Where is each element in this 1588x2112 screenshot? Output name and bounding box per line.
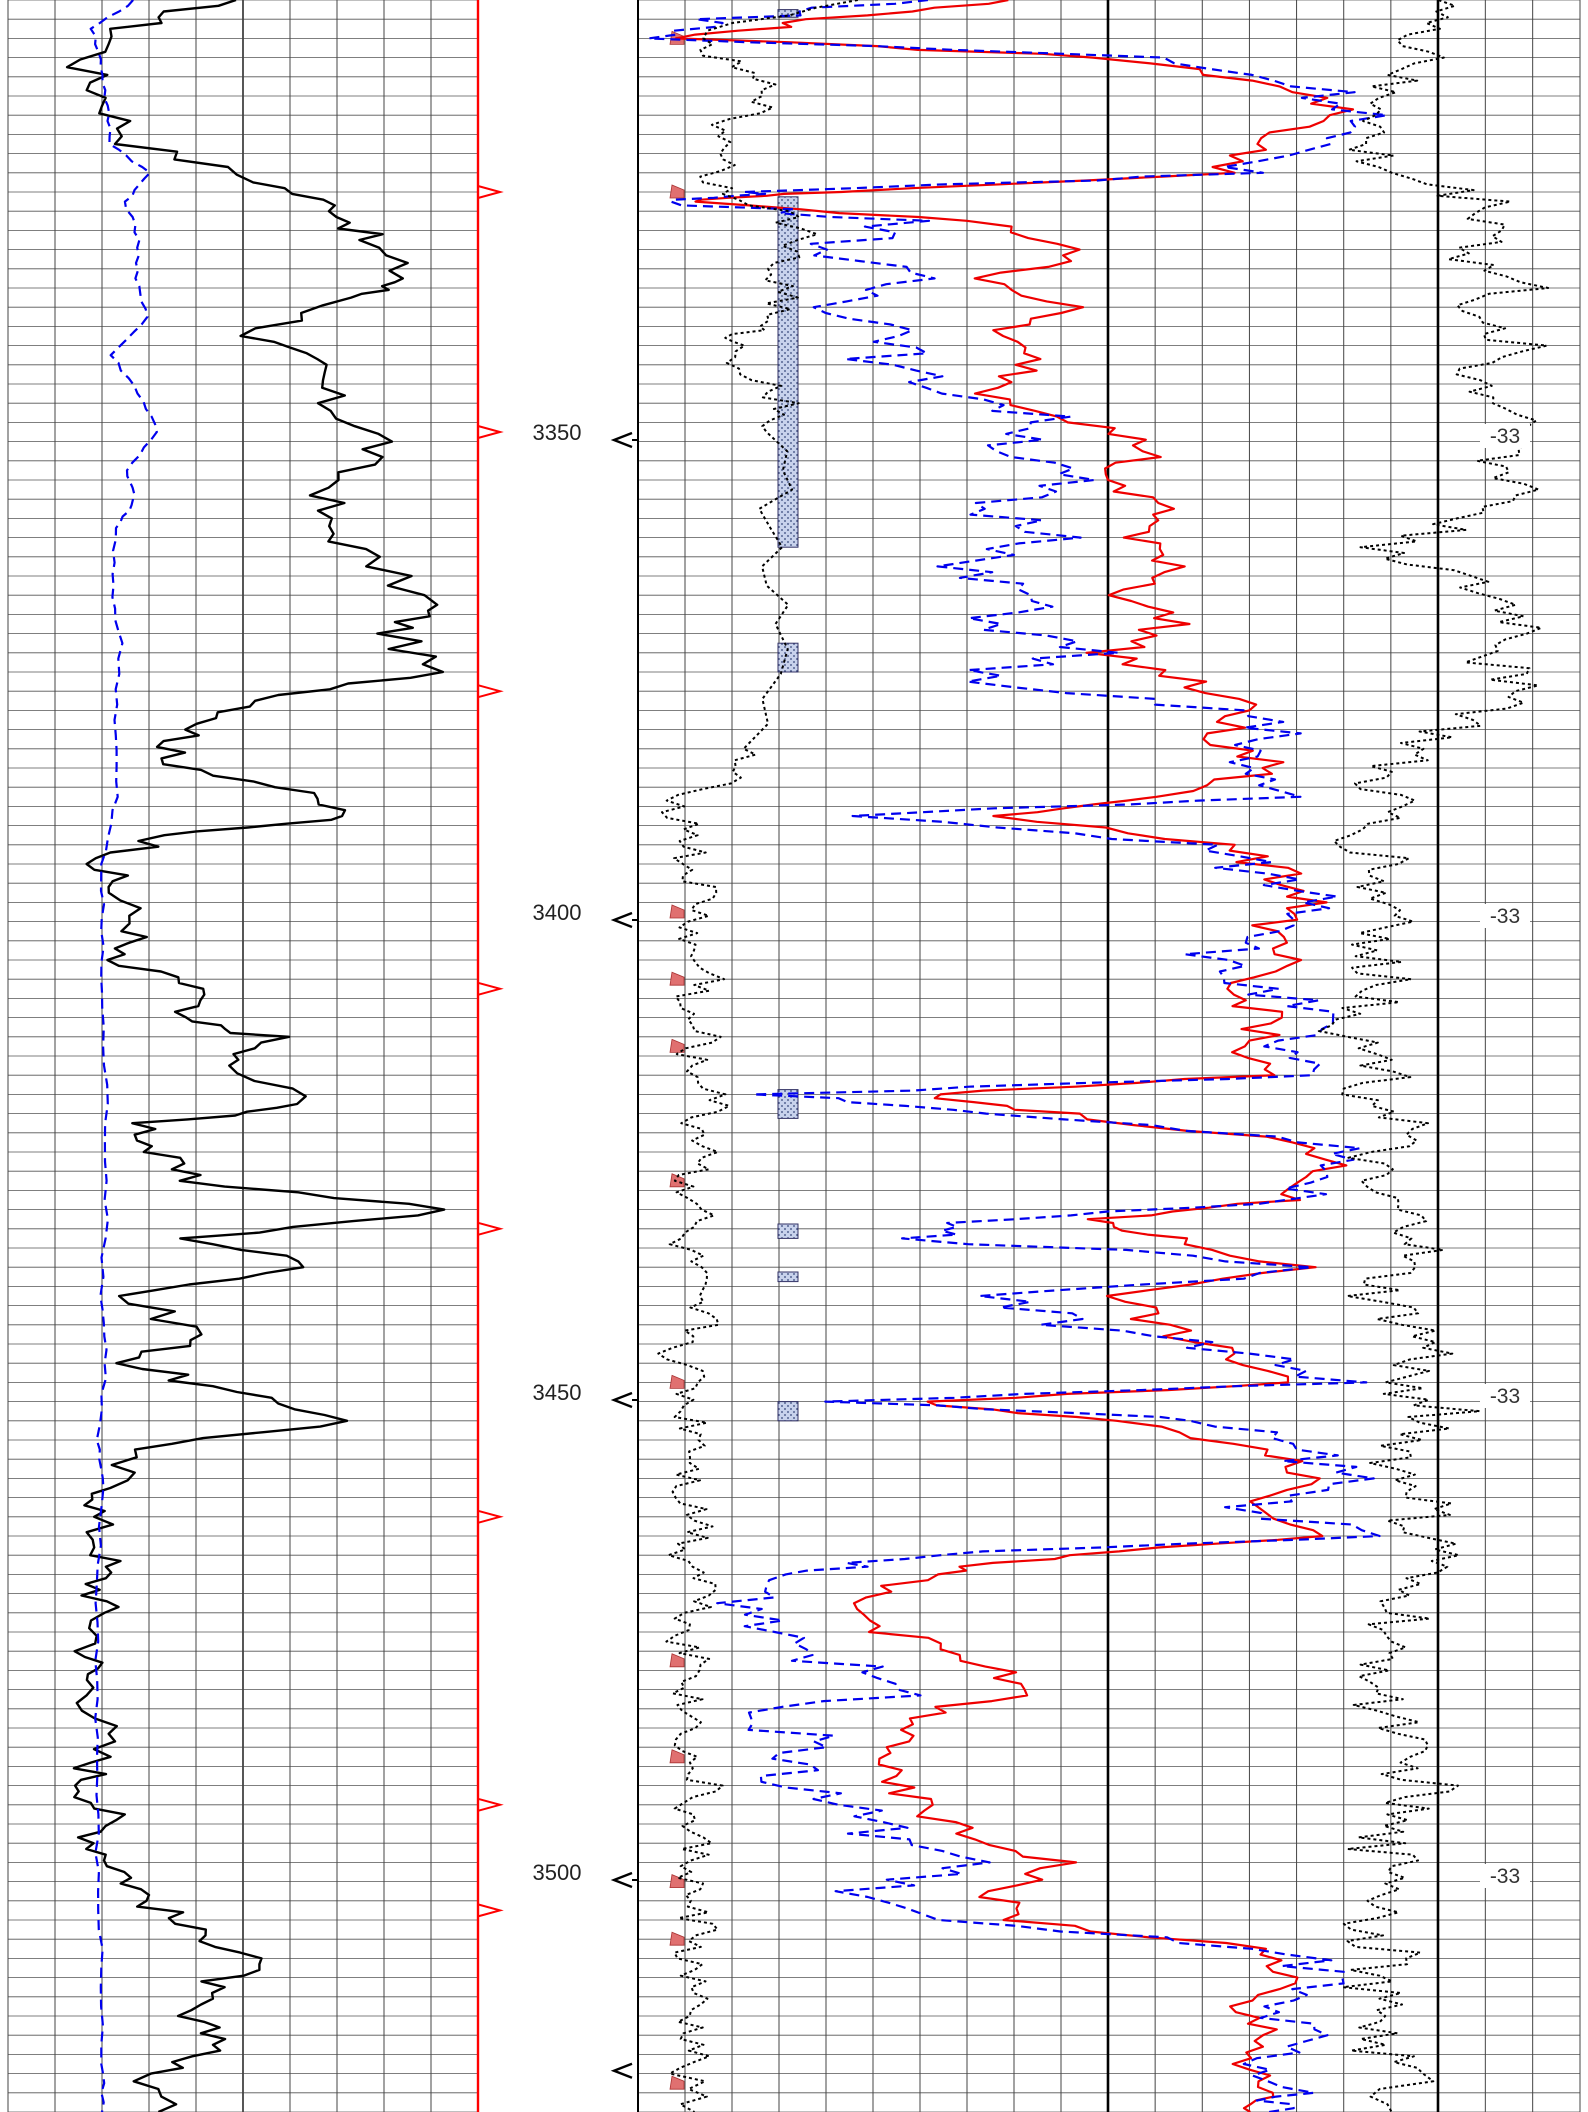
depth-tick-marker — [610, 1871, 633, 1889]
flag-fill — [669, 1374, 685, 1389]
track-1-edge-marker — [477, 1903, 504, 1918]
flag-fill — [669, 1173, 685, 1188]
flag-fill — [669, 971, 685, 986]
track-2-right-dotted-curve — [1317, 0, 1550, 2112]
depth-label-3500: 3500 — [533, 1860, 582, 1885]
track-1-edge-marker — [477, 981, 504, 996]
depth-label-3350: 3350 — [533, 420, 582, 445]
sand-interval — [777, 1401, 799, 1422]
flag-fill — [669, 1749, 685, 1764]
depth-label-3400: 3400 — [533, 900, 582, 925]
sand-interval — [777, 1223, 799, 1239]
depth-tick-marker — [610, 2062, 633, 2079]
curves-layer — [65, 0, 1550, 2112]
track-1-edge-marker — [477, 185, 504, 199]
track-1-black-curve — [65, 0, 446, 2112]
track-2-red-curve — [674, 0, 1355, 2112]
depth-track: 3350 3400 3450 3500 — [533, 420, 638, 2079]
flag-fill — [669, 184, 685, 199]
curve-value-label-bg — [1480, 904, 1530, 928]
flag-fill — [669, 1653, 685, 1668]
sand-fill-layer — [777, 9, 799, 1422]
track-1-grid — [7, 0, 480, 2112]
depth-tick-marker — [610, 911, 633, 929]
depth-tick-marker — [610, 431, 633, 449]
flag-fill — [669, 1038, 685, 1053]
flag-fill — [669, 2075, 685, 2090]
track-2-blue-dashed-curve — [647, 0, 1388, 2112]
sand-interval — [777, 642, 799, 673]
track-1-edge-marker — [477, 684, 504, 699]
track-1-edge-marker — [477, 425, 504, 439]
curve-value-label-bg — [1480, 424, 1530, 448]
curve-value-label: -33 — [1490, 905, 1520, 928]
depth-label-3450: 3450 — [533, 1380, 582, 1405]
track-2-grid — [637, 0, 1581, 2112]
curve-value-label-bg — [1480, 1864, 1530, 1888]
labels-layer: -33 -33 -33 -33 — [1480, 424, 1530, 1888]
track-1-edge-marker — [477, 1221, 504, 1236]
sand-interval — [777, 196, 799, 548]
curve-value-label: -33 — [1490, 1865, 1520, 1888]
curve-value-label: -33 — [1490, 1385, 1520, 1408]
depth-tick-marker — [610, 1391, 633, 1409]
flag-markers-layer — [477, 30, 685, 2090]
track-1-edge-marker — [477, 1797, 504, 1812]
track-1-edge-marker — [477, 1509, 504, 1524]
curve-value-label: -33 — [1490, 425, 1520, 448]
flag-fill — [669, 1931, 685, 1946]
track-2-left-dotted-curve — [657, 0, 858, 2112]
curve-value-label-bg — [1480, 1384, 1530, 1408]
flag-fill — [669, 904, 685, 919]
sand-interval — [777, 1271, 799, 1283]
